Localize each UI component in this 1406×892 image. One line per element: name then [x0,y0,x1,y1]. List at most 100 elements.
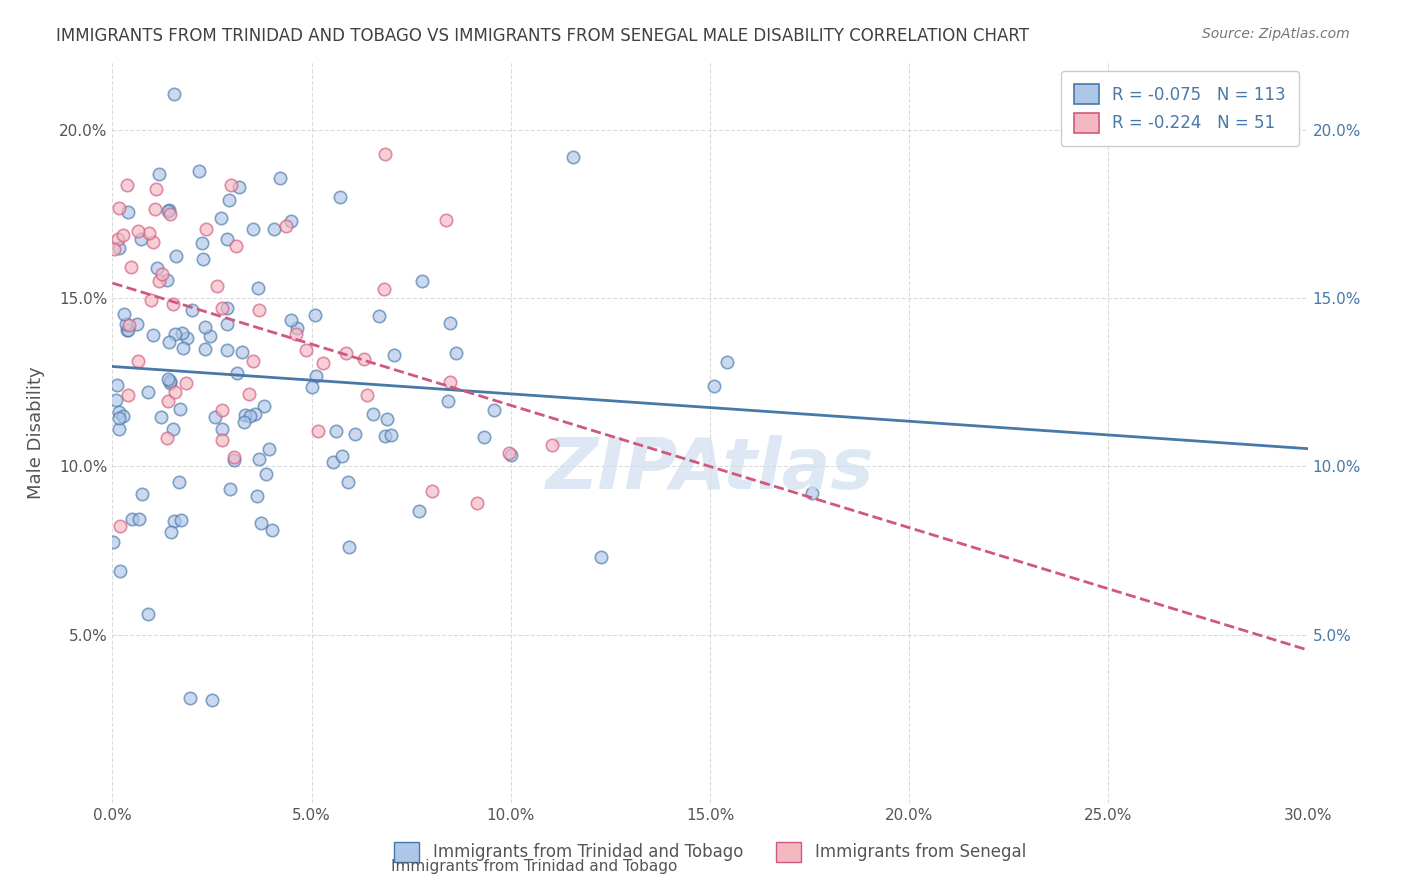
Point [193,252,215,266]
Point [498,446,520,460]
Point [114,318,136,332]
Point [437,393,460,408]
Point [112,307,135,321]
Point [145,261,167,276]
Point [127,223,149,237]
Point [285,321,308,335]
Point [157,204,180,219]
Point [148,274,170,288]
Point [247,452,270,467]
Point [201,693,224,707]
Point [204,409,226,424]
Point [336,475,359,490]
Point [107,411,129,425]
Point [159,374,181,388]
Point [280,214,302,228]
Point [103,242,125,256]
Point [180,303,202,318]
Text: Immigrants from Trinidad and Tobago: Immigrants from Trinidad and Tobago [391,859,678,874]
Point [136,385,159,400]
Point [254,467,277,482]
Point [174,376,197,390]
Point [482,403,505,417]
Point [217,318,239,332]
Point [380,427,402,442]
Point [139,293,162,307]
Point [148,167,170,181]
Point [472,430,495,444]
Point [211,402,233,417]
Point [716,355,738,369]
Point [703,379,725,393]
Point [224,453,246,467]
Point [589,549,612,564]
Point [434,212,457,227]
Point [322,455,344,469]
Point [561,150,583,164]
Point [125,317,148,331]
Point [138,226,160,240]
Point [170,326,193,341]
Point [304,308,326,322]
Point [373,282,395,296]
Point [420,483,443,498]
Point [179,691,201,706]
Point [198,329,221,343]
Point [301,380,323,394]
Point [233,415,256,429]
Point [162,422,184,436]
Point [156,431,179,445]
Point [231,344,253,359]
Point [219,482,242,496]
Point [191,235,214,250]
Point [276,219,298,234]
Point [215,232,238,246]
Point [330,449,353,463]
Point [150,267,173,281]
Point [145,182,167,196]
Point [252,399,274,413]
Point [246,281,269,295]
Point [249,516,271,530]
Point [159,525,181,540]
Point [374,429,396,443]
Point [226,366,249,380]
Point [329,189,352,203]
Point [118,318,141,332]
Point [117,204,139,219]
Text: Source: ZipAtlas.com: Source: ZipAtlas.com [1202,27,1350,41]
Point [218,193,240,207]
Point [499,448,522,462]
Point [263,222,285,236]
Point [211,433,233,447]
Point [239,409,262,424]
Point [115,323,138,337]
Point [163,514,186,528]
Point [115,178,138,192]
Point [195,221,218,235]
Point [219,178,242,192]
Point [269,170,291,185]
Point [361,408,384,422]
Point [305,368,328,383]
Point [169,402,191,417]
Point [156,371,179,385]
Point [108,405,131,419]
Point [167,475,190,489]
Point [117,388,139,402]
Point [801,486,824,500]
Point [312,356,335,370]
Point [170,513,193,527]
Point [159,376,181,390]
Point [165,326,187,341]
Point [262,523,284,537]
Point [325,424,347,438]
Point [142,235,165,249]
Point [156,273,179,287]
Point [233,408,256,422]
Point [159,207,181,221]
Point [211,301,233,315]
Point [207,279,229,293]
Text: IMMIGRANTS FROM TRINIDAD AND TOBAGO VS IMMIGRANTS FROM SENEGAL MALE DISABILITY C: IMMIGRANTS FROM TRINIDAD AND TOBAGO VS I… [56,27,1029,45]
Point [131,487,153,501]
